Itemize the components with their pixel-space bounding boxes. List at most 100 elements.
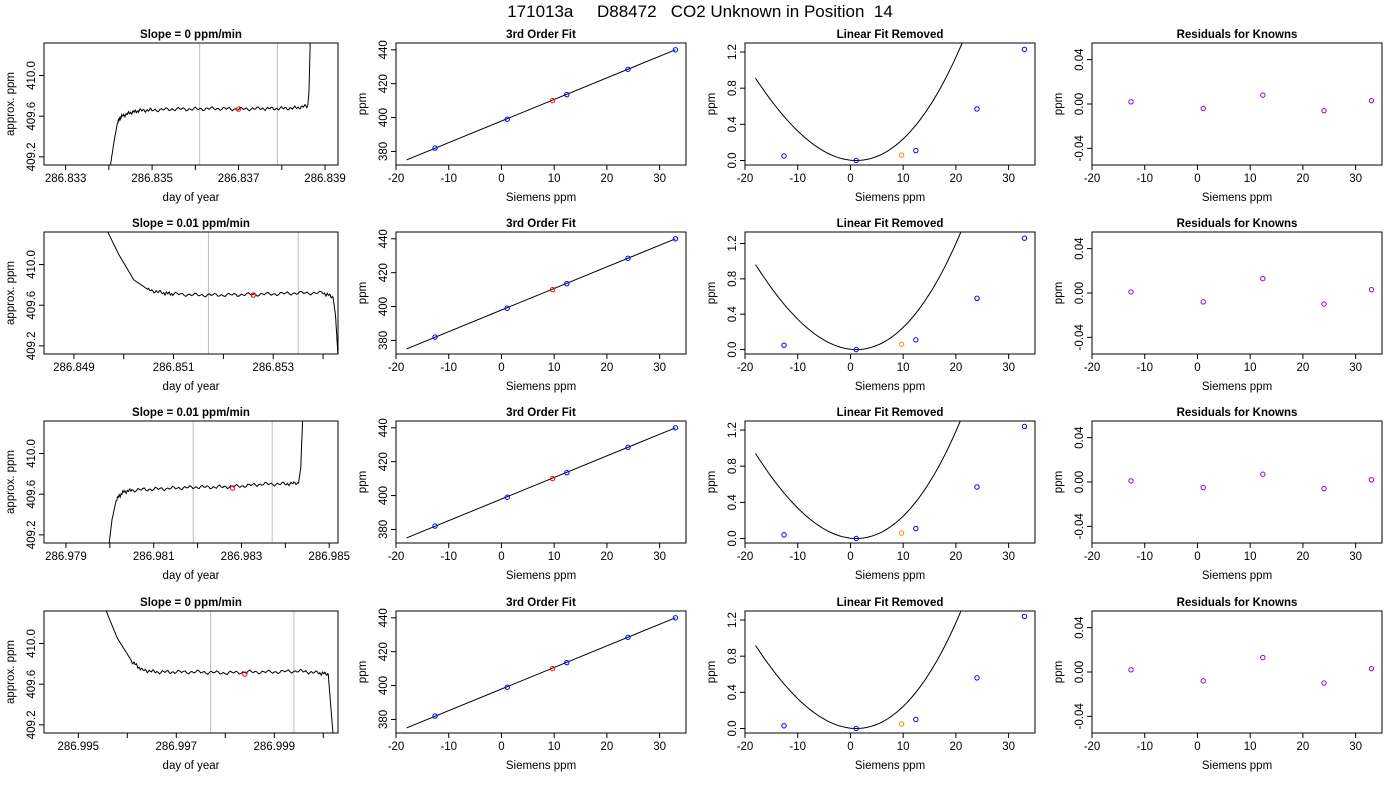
y-tick-label: 1.2 bbox=[727, 44, 739, 60]
fit-line bbox=[406, 49, 676, 161]
panel: Linear Fit Removed -20 -10 0 10 20 30 0.0 0.4 0.8… bbox=[706, 407, 1036, 582]
data-point bbox=[672, 425, 679, 431]
panel: Slope = 0 ppm/min 286.995 286.997 286.999 40… bbox=[5, 597, 339, 772]
data-point bbox=[672, 47, 679, 53]
data-point bbox=[549, 97, 556, 104]
x-tick-label: -20 bbox=[388, 551, 405, 563]
x-tick-label: 30 bbox=[1349, 741, 1362, 753]
y-tick-label: 0.8 bbox=[727, 458, 739, 474]
data-point bbox=[1021, 613, 1028, 620]
y-tick-label: 410.0 bbox=[26, 61, 38, 90]
x-axis-label: Siemens ppm bbox=[1202, 760, 1272, 772]
plot-area bbox=[755, 232, 962, 351]
data-point bbox=[1128, 99, 1134, 105]
panel-title: Linear Fit Removed bbox=[837, 407, 944, 419]
panel-title: 3rd Order Fit bbox=[506, 29, 576, 41]
plot-frame bbox=[1091, 610, 1383, 734]
y-axis-label: ppm bbox=[1053, 93, 1065, 115]
data-point bbox=[1260, 654, 1266, 661]
data-point bbox=[898, 721, 905, 727]
x-tick-label: 30 bbox=[653, 173, 666, 185]
x-axis-label: day of year bbox=[163, 381, 220, 393]
panel: Slope = 0 ppm/min 286.833 286.835 286.837 28… bbox=[5, 29, 346, 204]
data-point bbox=[625, 255, 631, 261]
y-tick-label: 0.0 bbox=[727, 342, 739, 358]
panel: Residuals for Knowns -20 -10 0 10 20 30 -0.04 0.… bbox=[1053, 597, 1383, 772]
panel: Slope = 0.01 ppm/min 286.979 286.981 286.98… bbox=[5, 407, 350, 582]
y-tick-label: 0.04 bbox=[1074, 48, 1086, 71]
x-axis-label: Siemens ppm bbox=[506, 381, 576, 393]
data-point bbox=[974, 106, 980, 112]
data-point bbox=[853, 535, 859, 542]
panel-title: Residuals for Knowns bbox=[1177, 218, 1298, 230]
plot-frame bbox=[744, 420, 1036, 544]
x-tick-label: 286.833 bbox=[45, 173, 87, 185]
y-tick-label: 409.6 bbox=[26, 480, 38, 509]
data-point bbox=[504, 305, 510, 311]
x-axis-label: Siemens ppm bbox=[506, 760, 576, 772]
data-point bbox=[1021, 423, 1028, 430]
x-tick-label: 20 bbox=[950, 741, 963, 753]
plot-area bbox=[108, 421, 304, 543]
x-axis-label: Siemens ppm bbox=[855, 192, 925, 204]
data-point bbox=[504, 494, 510, 500]
x-tick-label: 10 bbox=[1244, 551, 1257, 563]
plot-frame bbox=[395, 231, 687, 355]
y-tick-label: 0.8 bbox=[727, 80, 739, 96]
y-tick-label: -0.04 bbox=[1074, 135, 1086, 162]
x-tick-label: 10 bbox=[548, 551, 561, 563]
x-tick-label: 0 bbox=[498, 551, 504, 563]
panel: Slope = 0.01 ppm/min 286.849 286.851 286.85… bbox=[5, 218, 339, 393]
x-axis-label: Siemens ppm bbox=[506, 192, 576, 204]
panel-title: 3rd Order Fit bbox=[506, 597, 576, 609]
y-tick-label: 409.2 bbox=[26, 142, 38, 171]
x-axis-label: Siemens ppm bbox=[855, 381, 925, 393]
plot-frame bbox=[744, 42, 1036, 166]
y-tick-label: 440 bbox=[378, 418, 390, 437]
data-trace bbox=[109, 43, 311, 165]
y-tick-label: 440 bbox=[378, 608, 390, 627]
y-tick-label: 0.0 bbox=[727, 720, 739, 736]
x-tick-label: -20 bbox=[737, 741, 754, 753]
y-tick-label: 0.00 bbox=[1074, 471, 1086, 493]
data-trace bbox=[107, 232, 338, 354]
y-tick-label: 400 bbox=[378, 297, 390, 316]
plot-frame bbox=[744, 610, 1036, 734]
x-tick-label: 20 bbox=[1297, 741, 1310, 753]
y-tick-label: 440 bbox=[378, 40, 390, 59]
data-point bbox=[564, 659, 570, 666]
x-tick-label: 286.979 bbox=[45, 551, 87, 563]
y-tick-label: 0.00 bbox=[1074, 93, 1086, 115]
data-point bbox=[974, 675, 980, 681]
data-point bbox=[1260, 275, 1266, 282]
plot-frame bbox=[43, 42, 339, 166]
x-tick-label: 10 bbox=[1244, 362, 1257, 374]
x-tick-label: 10 bbox=[548, 741, 561, 753]
data-point bbox=[1128, 667, 1134, 673]
sample-marker bbox=[242, 671, 248, 677]
data-point bbox=[504, 116, 510, 122]
panel: Residuals for Knowns -20 -10 0 10 20 30 -0.04 0.… bbox=[1053, 407, 1383, 582]
panel-title: 3rd Order Fit bbox=[506, 218, 576, 230]
x-tick-label: -20 bbox=[388, 362, 405, 374]
data-point bbox=[1260, 471, 1266, 477]
data-point bbox=[549, 665, 556, 672]
x-tick-label: -20 bbox=[388, 173, 405, 185]
x-tick-label: 0 bbox=[847, 551, 853, 563]
data-point bbox=[672, 615, 679, 621]
x-tick-label: 286.853 bbox=[252, 362, 294, 374]
data-point bbox=[625, 66, 631, 72]
x-tick-label: -10 bbox=[440, 362, 457, 374]
x-tick-label: 286.849 bbox=[53, 362, 95, 374]
data-point bbox=[504, 684, 510, 690]
x-tick-label: 20 bbox=[1297, 362, 1310, 374]
data-point bbox=[781, 532, 787, 538]
x-axis-label: day of year bbox=[163, 192, 220, 204]
x-tick-label: -20 bbox=[1084, 551, 1101, 563]
data-point bbox=[432, 523, 438, 529]
data-point bbox=[781, 342, 787, 348]
y-tick-label: 420 bbox=[378, 74, 390, 93]
x-tick-label: 20 bbox=[950, 173, 963, 185]
y-tick-label: -0.04 bbox=[1074, 324, 1086, 351]
x-axis-label: day of year bbox=[163, 570, 220, 582]
